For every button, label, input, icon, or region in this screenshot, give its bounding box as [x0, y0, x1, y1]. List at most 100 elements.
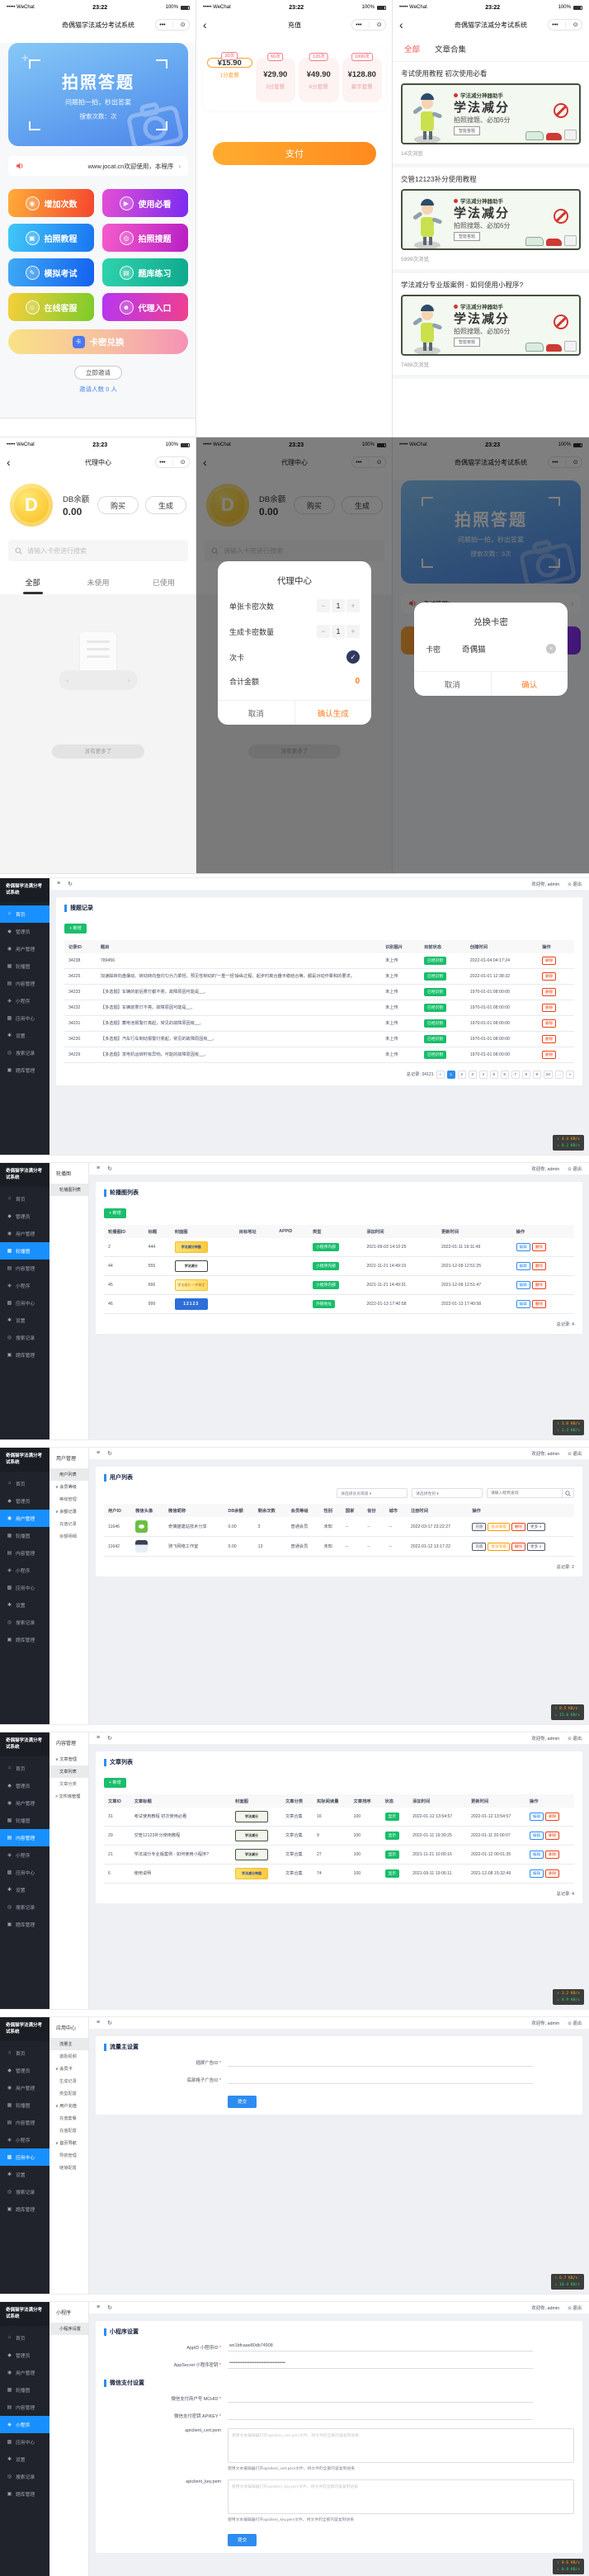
submenu-item-充值配置[interactable]: 充值配置	[59, 2129, 77, 2134]
submenu-item-∨ 会员卡[interactable]: ∨ 会员卡	[55, 2067, 73, 2072]
sidebar-item-内容管理[interactable]: ▤ 内容管理	[0, 1260, 49, 1277]
sidebar-item-用户管理[interactable]: ◉ 用户管理	[0, 2364, 49, 2381]
submenu-item-∨ 用户充值[interactable]: ∨ 用户充值	[55, 2104, 77, 2109]
会员等级-button[interactable]: 会员等级	[488, 1522, 510, 1531]
refresh-icon[interactable]: ↻	[107, 1736, 112, 1742]
sidebar-item-首页[interactable]: ⌂ 首页	[0, 2329, 49, 2347]
logout-button[interactable]: ⊙ 退出	[568, 1452, 582, 1457]
submenu-item-文章列表[interactable]: 文章列表	[49, 1765, 88, 1778]
删除-button[interactable]: 删除	[542, 1003, 557, 1012]
sidebar-item-轮播图[interactable]: ▦ 轮播图	[0, 2381, 49, 2399]
tab-all[interactable]: 全部	[0, 570, 65, 594]
confirm-button[interactable]: 确认	[490, 672, 568, 696]
sidebar-item-首页[interactable]: ⌂ 首页	[0, 1475, 49, 1492]
sidebar-item-首页[interactable]: ⌂ 首页	[0, 2044, 49, 2062]
card-search-input[interactable]: 请输入卡密进行搜索	[8, 540, 188, 561]
submenu-item-∨ 首页导航[interactable]: ∨ 首页导航	[55, 2141, 77, 2146]
删除-button[interactable]: 删除	[531, 1280, 546, 1289]
textarea-input[interactable]: 使用文本编辑器打开apiclient_cert.pem文件，将文件的全部内容复制…	[228, 2428, 574, 2463]
add-button[interactable]: + 新增	[104, 1777, 126, 1788]
article-item[interactable]: 学法减分专业版案例 - 如何使用小程序? 学法减分神器助手 学法减分 拍照搜题、必加6…	[393, 273, 589, 368]
删除-button[interactable]: 删除	[531, 1242, 546, 1251]
submenu-item-余额明细[interactable]: 余额明细	[59, 1534, 77, 1539]
sidebar-item-轮播图[interactable]: ▦ 轮播图	[0, 2096, 49, 2114]
price-tier-3分套餐[interactable]: 60次 ¥29.90 3分套餐	[255, 53, 295, 102]
sidebar-item-搜索记录[interactable]: ◎ 搜索记录	[0, 2183, 49, 2200]
add-button[interactable]: + 新增	[104, 1208, 126, 1218]
text-input[interactable]	[228, 2394, 533, 2403]
sidebar-item-题库管理[interactable]: ▣ 题库管理	[0, 1346, 49, 1364]
删除-button[interactable]: 删除	[542, 971, 557, 981]
more-icon[interactable]: •••	[159, 459, 166, 466]
redeem-card-button[interactable]: 卡 卡密兑换	[8, 329, 188, 354]
price-tier-6分套餐[interactable]: 120次 ¥49.90 6分套餐	[299, 53, 339, 102]
编辑-button[interactable]: 编辑	[529, 1831, 544, 1840]
submenu-item-用户列表[interactable]: 用户列表	[49, 1468, 88, 1481]
sidebar-item-搜索记录[interactable]: ◎ 搜索记录	[0, 2468, 49, 2485]
text-input[interactable]: ••••••••••••••••••••••••••••••••••••	[228, 2360, 533, 2369]
sidebar-item-应用中心[interactable]: ▩ 应用中心	[0, 1579, 49, 1596]
back-icon[interactable]: ‹	[203, 18, 207, 31]
submit-button[interactable]: 提交	[228, 2095, 257, 2108]
submenu-item-生成记录[interactable]: 生成记录	[59, 2079, 77, 2084]
minus-button[interactable]: −	[317, 625, 330, 638]
back-icon[interactable]: ‹	[399, 18, 403, 31]
sidebar-item-小程序[interactable]: ◈ 小程序	[0, 2415, 49, 2433]
buy-button[interactable]: 购买	[97, 496, 139, 514]
sidebar-item-设置[interactable]: ✱ 设置	[0, 1027, 49, 1044]
sidebar-item-管理员[interactable]: ◆ 管理员	[0, 2062, 49, 2079]
删除-button[interactable]: 删除	[545, 1812, 560, 1821]
sidebar-item-管理员[interactable]: ◆ 管理员	[0, 2347, 49, 2364]
search-button[interactable]	[563, 1488, 574, 1498]
home-grid-button-拍照搜题[interactable]: ◎ 拍照搜题	[102, 224, 188, 252]
删除-button[interactable]: 删除	[542, 987, 557, 996]
sidebar-item-管理员[interactable]: ◆ 管理员	[0, 923, 49, 940]
sidebar-item-内容管理[interactable]: ▤ 内容管理	[0, 1828, 49, 1846]
logout-button[interactable]: ⊙ 退出	[568, 882, 582, 887]
删除-button[interactable]: 删除	[542, 956, 557, 965]
hamburger-icon[interactable]: ≡	[97, 1735, 101, 1741]
删除-button[interactable]: 删除	[542, 1050, 557, 1059]
pay-button[interactable]: 支付	[213, 142, 376, 165]
sidebar-item-轮播图[interactable]: ▦ 轮播图	[0, 1241, 49, 1260]
sidebar-item-搜索记录[interactable]: ◎ 搜索记录	[0, 1329, 49, 1346]
card-code-input[interactable]: 奇偶猫	[462, 645, 486, 655]
page-»[interactable]: »	[566, 1070, 574, 1079]
编辑-button[interactable]: 编辑	[529, 1850, 544, 1859]
logout-button[interactable]: ⊙ 退出	[568, 2021, 582, 2026]
编辑-button[interactable]: 编辑	[516, 1299, 530, 1308]
home-grid-button-代理入口[interactable]: ☻ 代理入口	[102, 293, 188, 321]
more-icon[interactable]: •••	[552, 21, 558, 28]
submit-button[interactable]: 提交	[228, 2533, 257, 2546]
sidebar-item-管理员[interactable]: ◆ 管理员	[0, 1777, 49, 1794]
sidebar-item-小程序[interactable]: ◈ 小程序	[0, 1562, 49, 1579]
sidebar-item-首页[interactable]: ⌂ 首页	[0, 1760, 49, 1777]
sidebar-item-应用中心[interactable]: ▩ 应用中心	[0, 2433, 49, 2451]
submenu-item-∨ 余额记录[interactable]: ∨ 余额记录	[55, 1510, 77, 1515]
sidebar-item-用户管理[interactable]: ◉ 用户管理	[0, 2079, 49, 2096]
删除-button[interactable]: 删除	[511, 1522, 525, 1531]
page-5[interactable]: 5	[489, 1070, 498, 1079]
wechat-capsule[interactable]: ••• ⊙	[548, 19, 582, 31]
nickname-search-input[interactable]	[487, 1488, 563, 1498]
sidebar-item-设置[interactable]: ✱ 设置	[0, 2451, 49, 2468]
wechat-capsule[interactable]: ••• ⊙	[155, 456, 190, 468]
submenu-item-等级管理[interactable]: 等级管理	[59, 1497, 77, 1502]
more-icon[interactable]: •••	[159, 21, 166, 28]
sidebar-item-题库管理[interactable]: ▣ 题库管理	[0, 1631, 49, 1648]
删除-button[interactable]: 删除	[542, 1034, 557, 1043]
target-icon[interactable]: ⊙	[376, 22, 382, 28]
sidebar-item-用户管理[interactable]: ◉ 用户管理	[0, 940, 49, 957]
sidebar-item-题库管理[interactable]: ▣ 题库管理	[0, 1061, 49, 1079]
sidebar-item-小程序[interactable]: ◈ 小程序	[0, 2131, 49, 2148]
price-tier-1分套餐[interactable]: 20次 ¥15.90 1分套餐	[207, 52, 252, 78]
text-input[interactable]	[228, 2058, 533, 2067]
hamburger-icon[interactable]: ≡	[97, 1165, 101, 1171]
sidebar-item-题库管理[interactable]: ▣ 题库管理	[0, 1916, 49, 1933]
clear-icon[interactable]: ×	[546, 644, 556, 654]
target-icon[interactable]: ⊙	[573, 22, 578, 28]
home-grid-button-使用必看[interactable]: ▶ 使用必看	[102, 189, 188, 217]
sidebar-item-首页[interactable]: ⌂ 首页	[0, 1190, 49, 1208]
target-icon[interactable]: ⊙	[180, 22, 186, 28]
hamburger-icon[interactable]: ≡	[97, 2020, 101, 2025]
